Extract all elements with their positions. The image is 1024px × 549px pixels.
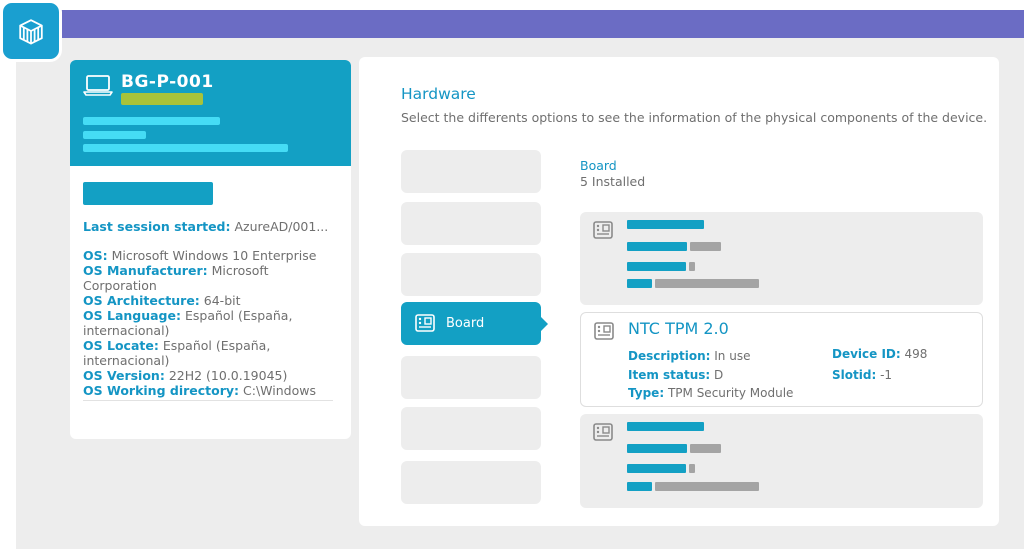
hardware-panel: Hardware Select the differents options t… xyxy=(359,57,999,526)
field-label: Slotid: xyxy=(832,368,877,382)
placeholder-bar xyxy=(627,444,687,453)
device-card-header: BG-P-001 xyxy=(70,60,351,166)
os-label: OS Locate: xyxy=(83,338,159,353)
os-value: 64-bit xyxy=(203,293,241,308)
hardware-tab[interactable] xyxy=(401,150,541,193)
placeholder-bar xyxy=(689,464,695,473)
placeholder-bar xyxy=(627,464,686,473)
field-value: 498 xyxy=(904,347,928,361)
circuit-board-icon xyxy=(593,221,613,239)
cube-stack-logo-icon[interactable] xyxy=(0,0,62,62)
device-status-placeholder xyxy=(121,93,203,105)
hardware-subtitle: Select the differents options to see the… xyxy=(401,110,988,125)
header-placeholder-line xyxy=(83,117,220,125)
board-item-card-expanded[interactable]: NTC TPM 2.0 Description: In use Item sta… xyxy=(580,312,983,407)
os-info-list: OS: Microsoft Windows 10 Enterprise OS M… xyxy=(83,248,341,398)
field-value: TPM Security Module xyxy=(667,386,794,400)
laptop-icon xyxy=(83,75,113,96)
device-card-body: Last session started: AzureAD/001... OS:… xyxy=(70,166,351,439)
os-info-row: OS Version: 22H2 (10.0.19045) xyxy=(83,368,341,383)
hardware-tab[interactable] xyxy=(401,253,541,296)
os-value: Microsoft Windows 10 Enterprise xyxy=(111,248,317,263)
os-value: Microsoft Corporation xyxy=(83,263,269,293)
placeholder-bar xyxy=(627,482,652,491)
os-value: C:\Windows xyxy=(243,383,316,398)
field-value: -1 xyxy=(880,368,893,382)
os-label: OS Language: xyxy=(83,308,181,323)
os-value: Español (España, internacional) xyxy=(83,338,271,368)
item-title: NTC TPM 2.0 xyxy=(628,319,729,338)
last-session-value: AzureAD/001... xyxy=(234,219,329,234)
board-item-card[interactable] xyxy=(580,212,983,305)
hardware-title: Hardware xyxy=(401,85,476,103)
action-placeholder[interactable] xyxy=(83,182,213,205)
hardware-tab[interactable] xyxy=(401,202,541,245)
board-item-card[interactable] xyxy=(580,414,983,508)
field-value: D xyxy=(714,368,724,382)
divider xyxy=(83,400,333,401)
os-info-row: OS Architecture: 64-bit xyxy=(83,293,341,308)
field-label: Description: xyxy=(628,349,711,363)
field-label: Type: xyxy=(628,386,665,400)
circuit-board-icon xyxy=(593,423,613,441)
device-card: BG-P-001 Last session started: AzureAD/0… xyxy=(70,60,351,439)
item-slotid: Slotid: -1 xyxy=(832,368,892,382)
section-count: 5 Installed xyxy=(580,174,646,189)
os-label: OS Architecture: xyxy=(83,293,200,308)
hardware-tab[interactable] xyxy=(401,407,541,450)
top-bar xyxy=(16,10,1024,38)
field-label: Item status: xyxy=(628,368,711,382)
field-label: Device ID: xyxy=(832,347,901,361)
circuit-board-icon xyxy=(594,322,614,340)
placeholder-bar xyxy=(627,262,686,271)
os-info-row: OS Working directory: C:\Windows xyxy=(83,383,341,398)
item-description: Description: In use xyxy=(628,349,750,363)
device-name: BG-P-001 xyxy=(121,72,214,92)
last-session-label: Last session started: xyxy=(83,219,231,234)
active-tab-pointer xyxy=(540,316,548,332)
placeholder-bar xyxy=(655,482,759,491)
circuit-board-icon xyxy=(415,314,435,332)
header-placeholder-line xyxy=(83,144,288,152)
header-placeholder-line xyxy=(83,131,146,139)
section-title: Board xyxy=(580,158,617,173)
placeholder-bar xyxy=(627,422,704,431)
os-label: OS Manufacturer: xyxy=(83,263,208,278)
item-type: Type: TPM Security Module xyxy=(628,386,793,400)
tab-board[interactable]: Board xyxy=(401,302,548,345)
tab-board-label: Board xyxy=(446,316,485,331)
item-status: Item status: D xyxy=(628,368,723,382)
os-value: Español (España, internacional) xyxy=(83,308,293,338)
os-info-row: OS Locate: Español (España, internaciona… xyxy=(83,338,341,368)
os-label: OS: xyxy=(83,248,108,263)
hardware-tab[interactable] xyxy=(401,461,541,504)
placeholder-bar xyxy=(627,279,652,288)
placeholder-bar xyxy=(627,242,687,251)
os-info-row: OS: Microsoft Windows 10 Enterprise xyxy=(83,248,341,263)
placeholder-bar xyxy=(690,242,721,251)
os-info-row: OS Language: Español (España, internacio… xyxy=(83,308,341,338)
item-device-id: Device ID: 498 xyxy=(832,347,927,361)
os-value: 22H2 (10.0.19045) xyxy=(168,368,288,383)
placeholder-bar xyxy=(627,220,704,229)
os-info-row: OS Manufacturer: Microsoft Corporation xyxy=(83,263,341,293)
placeholder-bar xyxy=(655,279,759,288)
placeholder-bar xyxy=(690,444,721,453)
os-label: OS Version: xyxy=(83,368,165,383)
last-session-line: Last session started: AzureAD/001... xyxy=(83,219,341,234)
placeholder-bar xyxy=(689,262,695,271)
hardware-tab[interactable] xyxy=(401,356,541,399)
os-label: OS Working directory: xyxy=(83,383,240,398)
field-value: In use xyxy=(714,349,751,363)
